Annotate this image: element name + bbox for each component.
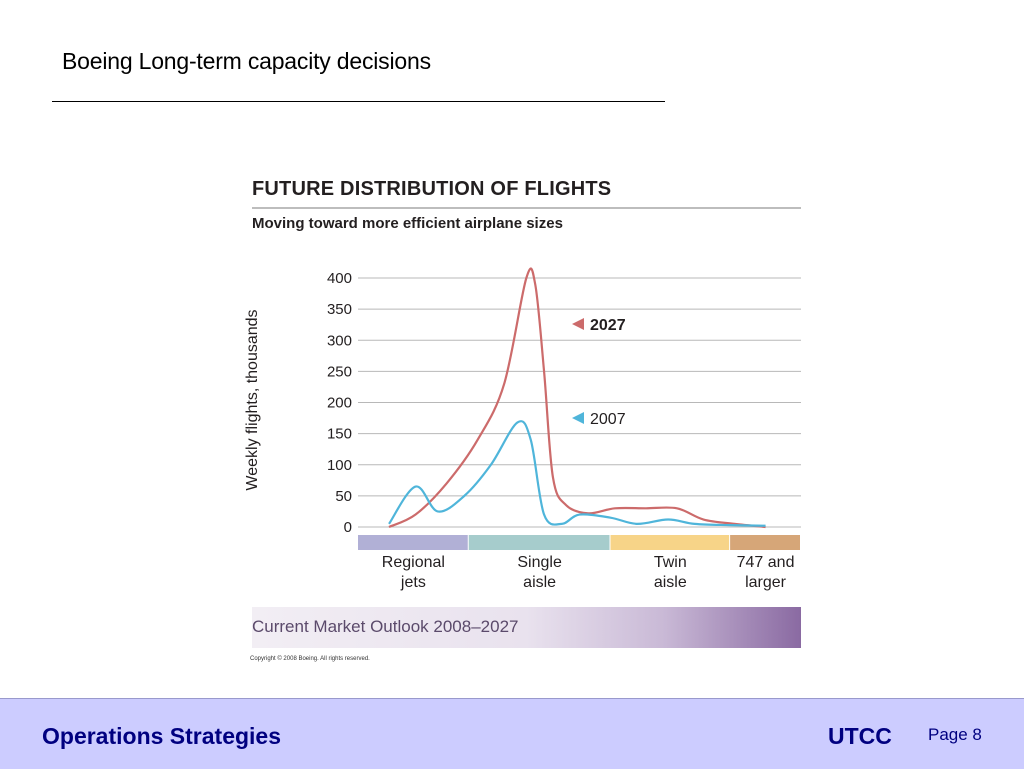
category-label-line: Regional [381, 554, 445, 571]
category-label-2: Twin aisle [611, 553, 731, 593]
category-band-2 [610, 535, 730, 550]
y-tick-label-200: 200 [327, 395, 352, 412]
copyright-notice: Copyright © 2008 Boeing. All rights rese… [250, 656, 370, 662]
chart-subtitle: Moving toward more efficient airplane si… [252, 215, 563, 232]
category-label-line: Single [517, 554, 562, 571]
category-label-line: aisle [523, 574, 557, 591]
category-label-line: jets [400, 574, 426, 591]
series-marker-2027 [572, 318, 584, 330]
series-label-2027: 2027 [590, 317, 626, 334]
chart-title: FUTURE DISTRIBUTION OF FLIGHTS [252, 178, 612, 200]
y-tick-label-150: 150 [327, 426, 352, 443]
category-label-0: Regional jets [358, 553, 469, 593]
series-line-2007 [388, 420, 766, 527]
category-label-3: 747 and larger [730, 553, 801, 593]
outlook-banner: Current Market Outlook 2008–2027 [252, 607, 801, 648]
title-divider [52, 101, 665, 102]
y-tick-label-250: 250 [327, 363, 352, 380]
footer-page-number: Page 8 [928, 725, 982, 744]
category-band-3 [730, 535, 800, 550]
chart-plot: 0 50 100 150 200 250 300 350 400 2027 2007 [327, 267, 801, 550]
series-label-2007: 2007 [590, 411, 626, 428]
y-tick-label-100: 100 [327, 457, 352, 474]
chart-title-divider [252, 207, 801, 209]
outlook-banner-text: Current Market Outlook 2008–2027 [252, 617, 519, 636]
category-label-line: aisle [653, 574, 687, 591]
category-label-line: 747 and [736, 554, 795, 571]
footer-bar: Operations Strategies UTCC Page 8 [0, 698, 1024, 769]
y-tick-label-50: 50 [335, 488, 352, 505]
category-label-line: larger [745, 574, 786, 591]
y-tick-label-300: 300 [327, 332, 352, 349]
y-tick-label-400: 400 [327, 270, 352, 287]
category-band-1 [468, 535, 610, 550]
slide-title: Boeing Long-term capacity decisions [62, 48, 431, 74]
y-tick-label-0: 0 [344, 519, 352, 536]
footer-brand: UTCC [828, 723, 892, 749]
footer-course-title: Operations Strategies [42, 723, 282, 749]
series-line-2027 [388, 267, 766, 529]
category-label-1: Single aisle [469, 553, 611, 593]
category-label-line: Twin [653, 554, 687, 571]
chart-figure: FUTURE DISTRIBUTION OF FLIGHTS Moving to… [240, 170, 810, 670]
series-marker-2007 [572, 412, 584, 424]
y-tick-label-350: 350 [327, 301, 352, 318]
category-band-0 [358, 535, 468, 550]
